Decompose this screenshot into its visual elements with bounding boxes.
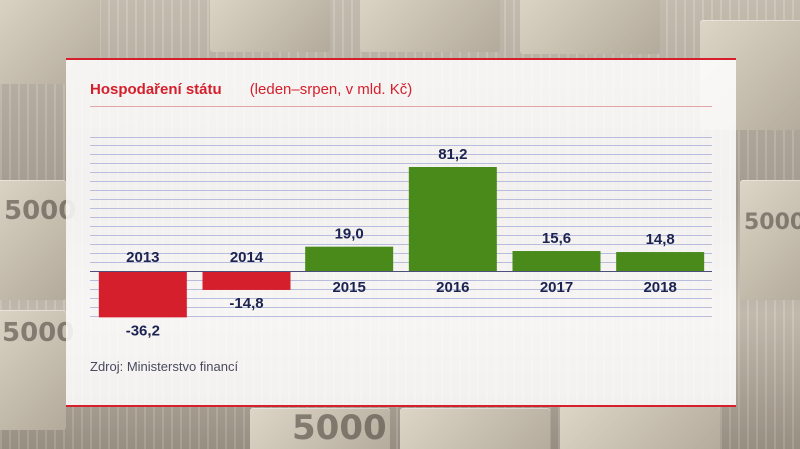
category-label: 2014 (230, 249, 264, 266)
bar-2017 (512, 251, 601, 271)
bar-2013 (98, 271, 187, 318)
value-label: 81,2 (438, 146, 467, 163)
category-label: 2015 (332, 279, 365, 296)
banknote (0, 310, 66, 430)
banknote-number: 5000 (292, 408, 387, 448)
value-label: 19,0 (335, 226, 364, 243)
category-label: 2013 (126, 249, 159, 266)
banknote (0, 180, 66, 300)
banknote-number: 5000 (2, 318, 75, 348)
banknote (740, 180, 800, 300)
category-label: 2018 (643, 279, 676, 296)
value-label: 14,8 (646, 231, 675, 248)
category-label: 2016 (436, 279, 469, 296)
chart-card (66, 60, 736, 405)
banknote (210, 0, 330, 52)
chart-title: Hospodaření státu (leden–srpen, v mld. Kč… (90, 81, 412, 98)
card-bottom-border (66, 405, 736, 407)
title-divider (90, 106, 712, 107)
bar-2014 (202, 271, 291, 290)
value-label: -14,8 (229, 295, 263, 312)
bar-2015 (305, 246, 394, 271)
banknote (250, 408, 390, 449)
card-top-border (66, 58, 736, 60)
value-label: 15,6 (542, 230, 571, 247)
source-note: Zdroj: Ministerstvo financí (90, 359, 239, 374)
chart-subtitle: (leden–srpen, v mld. Kč) (249, 81, 413, 98)
banknote (360, 0, 500, 52)
chart-title-text: Hospodaření státu (90, 81, 222, 98)
banknote-number: 5000 (744, 210, 800, 235)
banknote-number: 5000 (4, 196, 77, 226)
category-label: 2017 (540, 279, 573, 296)
bar-2018 (616, 252, 705, 271)
banknote (400, 408, 550, 449)
bar-2016 (408, 167, 497, 271)
value-label: -36,2 (126, 322, 160, 339)
banknote (520, 0, 660, 54)
banknote (560, 406, 720, 449)
